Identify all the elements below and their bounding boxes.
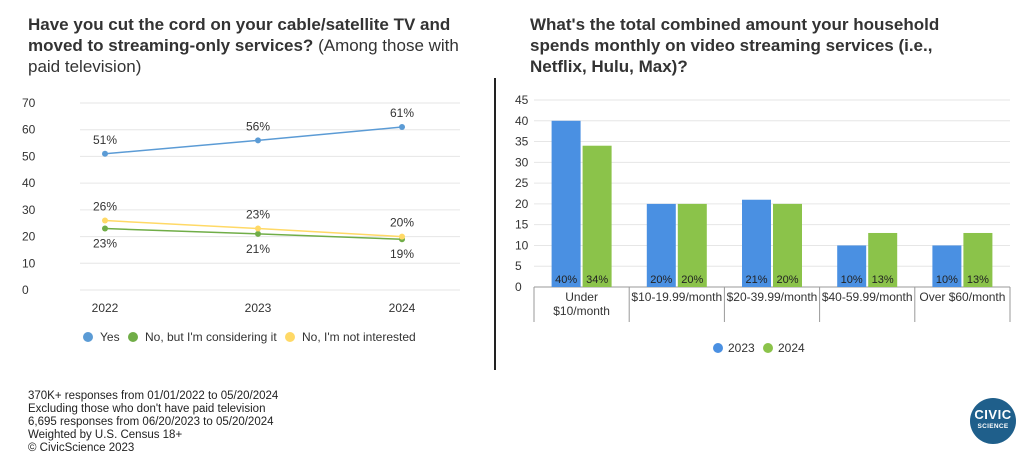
bar bbox=[742, 199, 771, 287]
y-tick-label: 10 bbox=[515, 238, 529, 252]
y-tick-label: 50 bbox=[22, 149, 36, 163]
data-point bbox=[255, 137, 261, 144]
y-tick-label: 0 bbox=[22, 283, 29, 297]
bar-value-label: 20% bbox=[776, 274, 798, 286]
y-tick-label: 25 bbox=[515, 176, 529, 190]
x-tick-label: 2024 bbox=[389, 301, 416, 315]
footer-line: Excluding those who don't have paid tele… bbox=[28, 403, 266, 415]
y-tick-label: 20 bbox=[515, 197, 529, 211]
y-tick-label: 0 bbox=[515, 280, 522, 294]
data-point bbox=[399, 233, 405, 240]
bar-value-label: 40% bbox=[555, 274, 577, 286]
bar-value-label: 34% bbox=[586, 274, 608, 286]
footer-notes: 370K+ responses from 01/01/2022 to 05/20… bbox=[28, 390, 278, 455]
right-chart-title: What's the total combined amount your ho… bbox=[530, 15, 940, 76]
y-tick-label: 40 bbox=[22, 176, 36, 190]
bar bbox=[868, 232, 898, 287]
y-tick-label: 10 bbox=[22, 256, 36, 270]
bar bbox=[773, 203, 802, 287]
data-label: 26% bbox=[93, 200, 117, 214]
y-tick-label: 30 bbox=[22, 203, 36, 217]
legend-marker bbox=[763, 343, 773, 353]
data-label: 21% bbox=[246, 242, 270, 256]
y-tick-label: 60 bbox=[22, 123, 36, 137]
data-point bbox=[399, 124, 405, 131]
bar-value-label: 10% bbox=[841, 274, 863, 286]
y-tick-label: 20 bbox=[22, 230, 36, 244]
footer-line: © CivicScience 2023 bbox=[28, 442, 135, 454]
bar-value-label: 21% bbox=[745, 274, 767, 286]
data-label: 20% bbox=[390, 216, 414, 230]
legend-marker bbox=[83, 332, 93, 342]
left-chart-subtitle: (Among those with paid television) bbox=[28, 36, 459, 76]
x-tick-label: $20-39.99/month bbox=[727, 290, 818, 304]
logo-text: CIVIC bbox=[974, 407, 1012, 422]
y-tick-label: 70 bbox=[22, 96, 36, 110]
footer-line: 370K+ responses from 01/01/2022 to 05/20… bbox=[28, 390, 279, 402]
bar-value-label: 13% bbox=[967, 274, 989, 286]
civicscience-logo: CIVIC SCIENCE bbox=[970, 398, 1016, 444]
data-label: 23% bbox=[93, 237, 117, 251]
legend-marker bbox=[713, 343, 723, 353]
data-point bbox=[102, 217, 108, 224]
footer-line: 6,695 responses from 06/20/2023 to 05/20… bbox=[28, 416, 274, 428]
x-tick-label: $10-19.99/month bbox=[631, 290, 722, 304]
bar-value-label: 10% bbox=[936, 274, 958, 286]
data-label: 56% bbox=[246, 119, 270, 133]
y-tick-label: 40 bbox=[515, 114, 529, 128]
bar bbox=[646, 203, 676, 287]
y-tick-label: 45 bbox=[515, 93, 529, 107]
left-chart-title: Have you cut the cord on your cable/sate… bbox=[28, 14, 478, 77]
bar bbox=[963, 232, 993, 287]
left-chart-title-main: Have you cut the cord on your cable/sate… bbox=[28, 15, 451, 55]
data-label: 23% bbox=[246, 208, 270, 222]
x-tick-label: Under bbox=[565, 290, 598, 304]
y-tick-label: 15 bbox=[515, 218, 529, 232]
legend-label: Yes bbox=[100, 330, 120, 344]
data-label: 61% bbox=[390, 106, 414, 120]
bar bbox=[837, 245, 867, 287]
bar bbox=[582, 145, 612, 287]
legend-marker bbox=[285, 332, 295, 342]
legend-label: 2023 bbox=[728, 341, 755, 355]
data-point bbox=[255, 225, 261, 232]
y-tick-label: 30 bbox=[515, 155, 529, 169]
chart-divider bbox=[494, 78, 496, 370]
bar-value-label: 20% bbox=[681, 274, 703, 286]
logo-text: SCIENCE bbox=[977, 423, 1009, 430]
footer-line: Weighted by U.S. Census 18+ bbox=[28, 429, 183, 441]
data-point bbox=[255, 230, 261, 237]
x-tick-label: 2022 bbox=[92, 301, 119, 315]
bar-value-label: 13% bbox=[872, 274, 894, 286]
bar bbox=[932, 245, 962, 287]
data-point bbox=[102, 225, 108, 232]
x-tick-label: 2023 bbox=[245, 301, 272, 315]
y-tick-label: 5 bbox=[515, 259, 522, 273]
bar bbox=[677, 203, 707, 287]
data-label: 51% bbox=[93, 133, 117, 147]
legend-marker bbox=[128, 332, 138, 342]
y-tick-label: 35 bbox=[515, 135, 529, 149]
x-tick-label: $10/month bbox=[553, 304, 610, 318]
data-label: 19% bbox=[390, 247, 414, 261]
legend-label: No, I'm not interested bbox=[302, 330, 416, 344]
x-tick-label: Over $60/month bbox=[919, 290, 1005, 304]
x-tick-label: $40-59.99/month bbox=[822, 290, 913, 304]
bar-value-label: 20% bbox=[650, 274, 672, 286]
data-point bbox=[102, 150, 108, 157]
legend-label: 2024 bbox=[778, 341, 805, 355]
bar bbox=[551, 120, 581, 288]
legend-label: No, but I'm considering it bbox=[145, 330, 277, 344]
